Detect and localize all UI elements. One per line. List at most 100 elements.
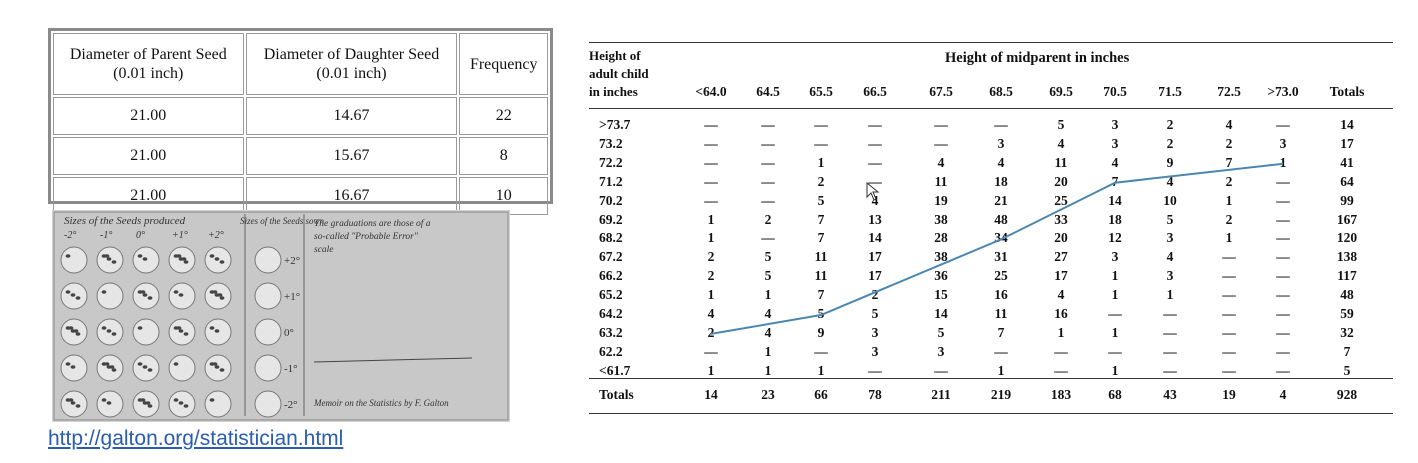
header-frequency: Frequency <box>459 33 548 95</box>
seed <box>173 362 179 366</box>
seed <box>214 257 220 261</box>
seed <box>106 329 112 333</box>
row-label: 71.2 <box>599 173 623 189</box>
seed <box>65 362 71 366</box>
table-cell: 7 <box>1225 154 1233 170</box>
table-cell: — <box>704 135 718 151</box>
table-cell: — <box>1108 343 1122 359</box>
table-cell: — <box>868 173 882 189</box>
seed <box>106 401 112 405</box>
seed <box>173 398 179 402</box>
table-cell: — <box>814 117 828 132</box>
table-cell: — <box>1222 362 1236 378</box>
column-header-8: 70.5 <box>1103 84 1127 99</box>
table-cell: — <box>994 343 1008 359</box>
column-header-1: <64.0 <box>695 84 727 99</box>
photo-handwritten-note: The graduations are those of a so-called … <box>314 218 431 255</box>
header-parent-line1: Diameter of Parent Seed <box>69 46 227 63</box>
sown-seed-packet <box>254 246 282 274</box>
totals-cell: 211 <box>931 387 951 402</box>
table-cell: 3 <box>1111 117 1119 132</box>
table-cell: — <box>704 173 718 189</box>
photo-side-label: +1° <box>284 291 300 303</box>
table-cell: 5 <box>937 324 945 340</box>
table-cell: 20 <box>1054 173 1068 189</box>
seed <box>147 368 153 372</box>
table-cell: 2 <box>1166 135 1174 151</box>
row-label: 67.2 <box>599 249 623 265</box>
table-cell: 4 <box>1225 117 1233 132</box>
table-cell: — <box>1276 117 1290 132</box>
table-cell: 4 <box>1057 135 1065 151</box>
photo-note-line: so-called "Probable Error" <box>314 232 419 242</box>
table-cell: 5 <box>1166 211 1174 227</box>
table-cell: — <box>761 230 775 246</box>
seed <box>137 362 143 366</box>
seed <box>142 293 148 297</box>
seed <box>183 332 189 336</box>
table-cell: — <box>1276 173 1290 189</box>
table-cell: — <box>1276 306 1290 321</box>
frequency-cell: 22 <box>459 97 548 135</box>
table-cell: 38 <box>934 249 948 265</box>
table-cell: 14 <box>1108 192 1122 208</box>
table-cell: 1 <box>707 362 715 378</box>
daughter-cell: 14.67 <box>245 97 458 135</box>
row-header-line2: adult child <box>589 66 649 81</box>
seed <box>176 326 182 330</box>
table-cell: — <box>1276 287 1290 303</box>
table-cell: — <box>814 135 828 151</box>
column-header-4: 66.5 <box>863 84 887 99</box>
table-cell: — <box>1222 324 1236 340</box>
seed <box>209 254 215 258</box>
row-label: 64.2 <box>599 306 623 321</box>
table-cell: — <box>704 343 718 359</box>
table-cell: 3 <box>871 343 879 359</box>
galton-source-link[interactable]: http://galton.org/statistician.html <box>48 427 344 450</box>
table-cell: 3 <box>997 135 1005 151</box>
table-cell: — <box>1276 268 1290 284</box>
table-cell: 5 <box>1343 362 1351 378</box>
header-frequency-label: Frequency <box>469 55 538 73</box>
seed <box>142 257 148 261</box>
seed <box>181 257 187 261</box>
table-cell: 19 <box>934 192 948 208</box>
sown-seed-packet <box>254 390 282 418</box>
table-cell: 1 <box>764 343 772 359</box>
seed <box>137 326 143 330</box>
table-cell: 17 <box>1054 268 1068 284</box>
row-label: 63.2 <box>599 324 623 340</box>
table-cell: 17 <box>868 268 882 284</box>
galton-seed-photograph: Sizes of the Seeds produced Sizes of the… <box>52 210 510 422</box>
table-cell: 7 <box>817 211 825 227</box>
table-cell: 1 <box>1057 324 1065 340</box>
seed-packet <box>132 318 160 346</box>
row-label: 73.2 <box>599 135 623 151</box>
seed-packet <box>96 282 124 310</box>
photo-note-line: scale <box>314 245 334 255</box>
regression-polyline <box>710 162 1284 335</box>
totals-cell: 219 <box>990 387 1012 402</box>
photo-side-label: -2° <box>284 399 298 411</box>
sown-seed-packet <box>254 282 282 310</box>
table-cell: 48 <box>1340 287 1354 303</box>
seed-packet <box>60 246 88 274</box>
table-cell: — <box>761 117 775 132</box>
totals-cell: 78 <box>868 387 882 402</box>
table-cell: 41 <box>1340 154 1354 170</box>
seed <box>104 254 110 258</box>
seed <box>176 254 182 258</box>
table-cell: — <box>1054 362 1068 378</box>
table-cell: — <box>814 343 828 359</box>
seed <box>209 326 215 330</box>
table-cell: 4 <box>1166 249 1174 265</box>
table-cell: 17 <box>868 249 882 265</box>
seed <box>212 290 218 294</box>
table-cell: 1 <box>764 287 772 303</box>
table-cell: 3 <box>1166 230 1174 246</box>
photo-size-labels: -2° -1° 0° +1° +2° <box>64 230 224 241</box>
column-group-title: Height of midparent in inches <box>945 50 1130 66</box>
table-cell: 4 <box>764 324 772 340</box>
table-cell: — <box>704 117 718 132</box>
seed-packet <box>168 354 196 382</box>
